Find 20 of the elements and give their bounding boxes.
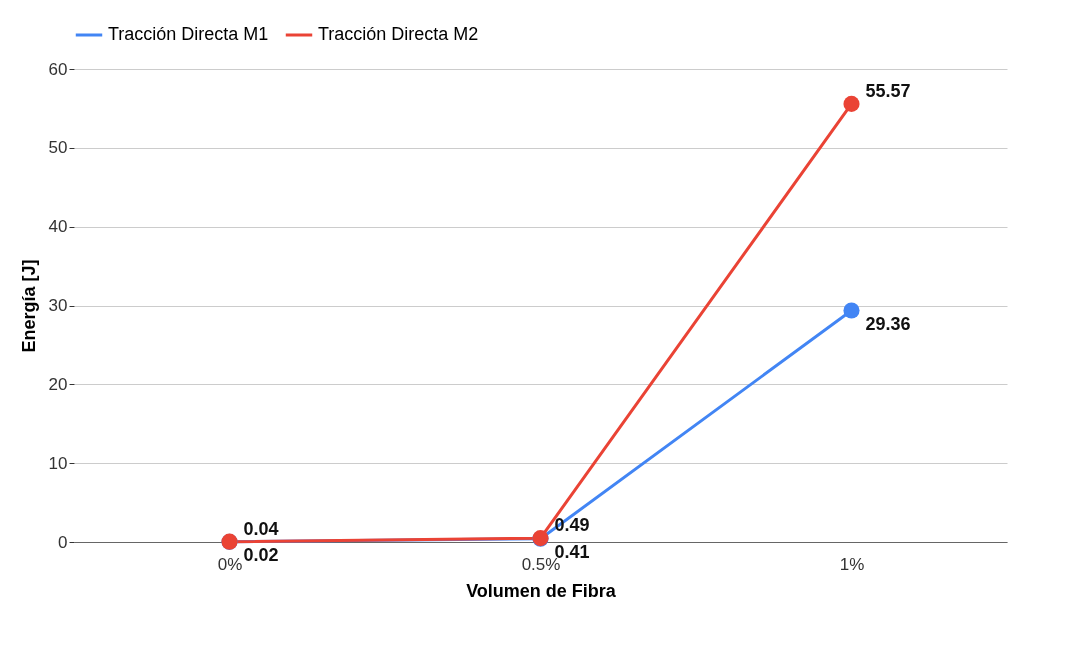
point	[843, 95, 860, 112]
x-axis-title: Volumen de Fibra	[466, 580, 617, 601]
x-tick-label: 0%	[217, 554, 243, 574]
x-tick-label: 1%	[839, 554, 865, 574]
y-tick-label: 0	[58, 532, 68, 552]
y-tick-label: 20	[48, 374, 68, 394]
point	[843, 302, 860, 319]
y-tick-label: 10	[48, 453, 68, 473]
data-label: 29.36	[865, 313, 911, 334]
data-label: 0.49	[554, 515, 590, 536]
data-label: 0.04	[243, 518, 279, 539]
legend-label: Tracción Directa M1	[108, 24, 269, 44]
y-tick-label: 40	[48, 217, 68, 237]
y-axis-title: Energía [J]	[18, 259, 39, 353]
y-tick-label: 60	[48, 59, 68, 79]
y-tick-label: 30	[48, 296, 68, 315]
y-tick-label: 50	[48, 138, 68, 158]
data-label: 0.02	[243, 544, 279, 565]
legend-label: Tracción Directa M2	[318, 24, 479, 44]
data-label: 55.57	[865, 80, 911, 101]
